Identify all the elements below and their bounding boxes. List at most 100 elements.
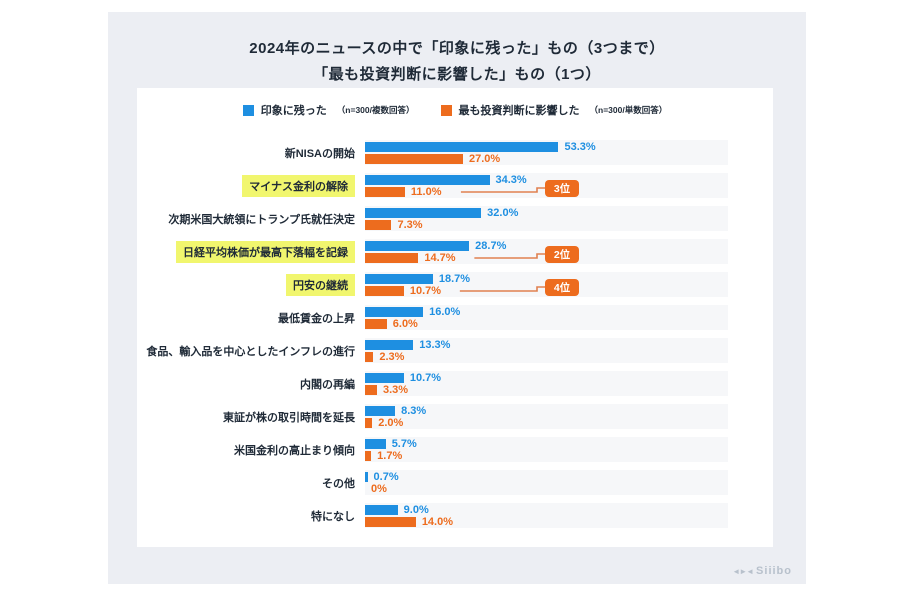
value-label: 2.0% <box>378 417 404 429</box>
value-label: 7.3% <box>397 219 423 231</box>
value-label: 34.3% <box>495 174 527 186</box>
value-label: 5.7% <box>391 438 417 450</box>
legend-label: 最も投資判断に影響した <box>458 105 580 117</box>
legend-sub: （n=300/複数回答） <box>336 105 415 115</box>
value-label: 2.3% <box>379 351 405 363</box>
impression-bar <box>365 472 368 482</box>
impression-bar <box>365 208 482 218</box>
bar-track <box>365 371 728 396</box>
rank-badge: 4位 <box>545 278 579 296</box>
investment-bar <box>365 385 377 395</box>
chart-row: 新NISAの開始 53.3% 27.0% <box>137 140 773 165</box>
investment-bar <box>365 253 419 263</box>
value-label: 6.0% <box>392 318 418 330</box>
category-label-text: 内閣の再編 <box>300 378 355 391</box>
value-label: 28.7% <box>475 240 507 252</box>
chart-row: その他 0.7% 0% <box>137 470 773 495</box>
investment-bar <box>365 418 373 428</box>
value-label: 8.3% <box>401 405 427 417</box>
category-label: 円安の継続 <box>137 272 355 297</box>
category-label: 次期米国大統領にトランプ氏就任決定 <box>137 206 355 231</box>
investment-bar <box>365 286 404 296</box>
value-label: 32.0% <box>487 207 519 219</box>
value-label: 14.7% <box>424 252 456 264</box>
category-label: 米国金利の高止まり傾向 <box>137 437 355 462</box>
impression-bar <box>365 505 398 515</box>
bar-track <box>365 470 728 495</box>
category-label-text: 東証が株の取引時間を延長 <box>223 411 355 424</box>
category-label: 新NISAの開始 <box>137 140 355 165</box>
chart-title-line2: 「最も投資判断に影響した」もの（1つ） <box>313 66 601 84</box>
impression-bar <box>365 340 414 350</box>
category-label: 特になし <box>137 503 355 528</box>
bar-track <box>365 305 728 330</box>
investment-bar <box>365 517 416 527</box>
impression-bar <box>365 307 424 317</box>
chart-row: 次期米国大統領にトランプ氏就任決定 32.0% 7.3% <box>137 206 773 231</box>
siiibo-logo-mark: ◄►◄ <box>732 566 754 576</box>
category-label: 東証が株の取引時間を延長 <box>137 404 355 429</box>
value-label: 9.0% <box>403 504 429 516</box>
chart-row: 食品、輸入品を中心としたインフレの進行 13.3% 2.3% <box>137 338 773 363</box>
impression-bar <box>365 439 386 449</box>
category-label-text: 食品、輸入品を中心としたインフレの進行 <box>146 345 355 358</box>
bar-track <box>365 338 728 363</box>
siiibo-logo: ◄►◄ Siiibo <box>732 565 792 577</box>
chart-title: 2024年のニュースの中で「印象に残った」もの（3つまで） 「最も投資判断に影響… <box>108 36 806 89</box>
category-label: その他 <box>137 470 355 495</box>
category-label-text: その他 <box>322 477 355 490</box>
legend-label: 印象に残った <box>260 105 327 117</box>
category-label-text: 米国金利の高止まり傾向 <box>234 444 355 457</box>
category-label-text: 特になし <box>311 510 355 523</box>
value-label: 11.0% <box>410 186 442 198</box>
investment-bar <box>365 187 405 197</box>
value-label: 1.7% <box>377 450 403 462</box>
category-label: 内閣の再編 <box>137 371 355 396</box>
rank-badge: 2位 <box>545 245 579 263</box>
category-label: 最低賃金の上昇 <box>137 305 355 330</box>
value-label: 3.3% <box>382 384 409 396</box>
impression-bar <box>365 373 404 383</box>
value-label: 27.0% <box>469 153 501 165</box>
rank-badge: 3位 <box>545 179 579 197</box>
category-label-text: 最低賃金の上昇 <box>278 312 355 325</box>
impression-bar <box>365 274 433 284</box>
chart-row: 内閣の再編 10.7% 3.3% <box>137 371 773 396</box>
chart-row: マイナス金利の解除 34.3% 11.0% 3位 <box>137 173 773 198</box>
category-label-text: 次期米国大統領にトランプ氏就任決定 <box>168 213 355 226</box>
bar-track <box>365 437 728 462</box>
impression-bar <box>365 175 490 185</box>
category-label-text: 新NISAの開始 <box>284 147 355 160</box>
chart-title-line1: 2024年のニュースの中で「印象に残った」もの（3つまで） <box>249 40 665 57</box>
chart-row: 最低賃金の上昇 16.0% 6.0% <box>137 305 773 330</box>
legend-item-investment: 最も投資判断に影響した （n=300/単数回答） <box>440 102 668 118</box>
value-label: 0% <box>371 483 387 495</box>
legend-swatch-orange <box>440 104 452 116</box>
investment-bar <box>365 319 387 329</box>
investment-bar <box>365 352 374 362</box>
value-label: 10.7% <box>409 285 442 297</box>
category-label: マイナス金利の解除 <box>137 173 355 198</box>
value-label: 13.3% <box>419 339 451 351</box>
value-label: 14.0% <box>421 516 454 528</box>
category-label: 日経平均株価が最高下落幅を記録 <box>137 239 355 264</box>
chart-row: 円安の継続 18.7% 10.7% 4位 <box>137 272 773 297</box>
bar-rows: 新NISAの開始 53.3% 27.0% マイナス金利の解除 34.3% 11.0% 3位次… <box>137 88 773 547</box>
impression-bar <box>365 406 396 416</box>
value-label: 53.3% <box>564 141 596 153</box>
legend-sub: （n=300/単数回答） <box>589 105 668 115</box>
siiibo-logo-text: Siiibo <box>756 565 792 577</box>
category-label: 食品、輸入品を中心としたインフレの進行 <box>137 338 355 363</box>
category-label-text: 円安の継続 <box>286 273 355 296</box>
chart-panel: 印象に残った （n=300/複数回答） 最も投資判断に影響した （n=300/単… <box>137 88 773 547</box>
chart-row: 日経平均株価が最高下落幅を記録 28.7% 14.7% 2位 <box>137 239 773 264</box>
category-label-text: マイナス金利の解除 <box>242 174 355 197</box>
investment-bar <box>365 451 372 461</box>
value-label: 16.0% <box>429 306 461 318</box>
chart-row: 特になし 9.0% 14.0% <box>137 503 773 528</box>
investment-bar <box>365 154 463 164</box>
bar-track <box>365 503 728 528</box>
bar-track <box>365 404 728 429</box>
chart-card: 2024年のニュースの中で「印象に残った」もの（3つまで） 「最も投資判断に影響… <box>108 12 806 584</box>
